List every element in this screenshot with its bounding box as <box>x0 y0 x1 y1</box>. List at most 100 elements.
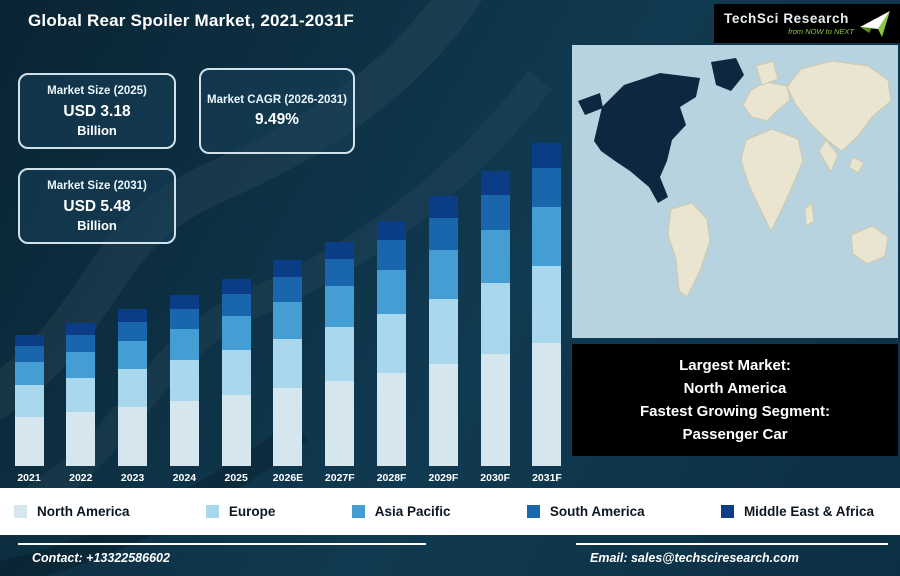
bar-column-2030f: 2030F <box>478 171 512 484</box>
bar-segment-south-america <box>169 308 199 330</box>
bar-segment-asia-pacific <box>325 286 355 328</box>
world-map-graphic <box>572 45 898 338</box>
bar-segment-europe <box>480 283 510 354</box>
bar-segment-europe <box>377 314 407 373</box>
bar-segment-middle-east-africa <box>221 279 251 294</box>
legend-label: Middle East & Africa <box>743 504 874 519</box>
card-market-size-2025: Market Size (2025) USD 3.18 Billion <box>18 73 176 149</box>
bar-segment-south-america <box>14 345 44 362</box>
bar-column-2023: 2023 <box>116 309 150 484</box>
logo-text: TechSci Research from NOW to NEXT <box>724 11 854 36</box>
legend-swatch <box>14 505 27 518</box>
bar-stack <box>428 196 458 466</box>
bar-column-2028f: 2028F <box>375 220 409 484</box>
bar-column-2021: 2021 <box>12 335 46 484</box>
bar-segment-asia-pacific <box>66 351 96 378</box>
bar-segment-europe <box>14 385 44 417</box>
map-region-africa <box>740 128 804 233</box>
page-title: Global Rear Spoiler Market, 2021-2031F <box>28 11 355 30</box>
footer: Contact: +13322586602 Email: sales@techs… <box>0 535 900 576</box>
card-unit: Billion <box>77 217 117 233</box>
bar-segment-europe <box>532 265 562 344</box>
bar-segment-middle-east-africa <box>428 196 458 219</box>
card-value: USD 5.48 <box>63 197 131 215</box>
bar-segment-south-america <box>428 218 458 251</box>
bar-stack <box>118 309 148 466</box>
bar-segment-asia-pacific <box>377 269 407 315</box>
card-market-size-2031: Market Size (2031) USD 5.48 Billion <box>18 168 176 244</box>
bar-segment-middle-east-africa <box>325 241 355 260</box>
bar-stack <box>532 142 562 466</box>
bar-segment-asia-pacific <box>273 301 303 339</box>
bar-segment-asia-pacific <box>169 329 199 360</box>
bar-segment-south-america <box>325 259 355 287</box>
bar-stack <box>377 220 407 466</box>
bar-column-2025: 2025 <box>219 279 253 484</box>
bar-segment-north-america <box>428 363 458 466</box>
bar-segment-middle-east-africa <box>273 260 303 277</box>
card-title: Market Size (2025) <box>47 85 147 98</box>
category-label: 2024 <box>172 472 197 484</box>
category-label: 2021 <box>17 472 41 484</box>
legend-item-europe: Europe <box>205 504 275 519</box>
card-unit: Billion <box>77 122 117 138</box>
legend-swatch <box>720 505 734 518</box>
legend-item-middle-east-africa: Middle East & Africa <box>720 504 874 519</box>
legend-item-asia-pacific: Asia Pacific <box>351 504 451 519</box>
bar-segment-asia-pacific <box>532 207 562 266</box>
category-label: 2027F <box>324 472 355 484</box>
bar-segment-europe <box>66 377 96 412</box>
card-title: Market Size (2031) <box>47 180 147 193</box>
bar-segment-north-america <box>169 401 199 466</box>
legend-label: South America <box>549 504 645 519</box>
bar-stack <box>221 279 251 466</box>
market-callout: Largest Market: North America Fastest Gr… <box>572 344 898 456</box>
techsci-logo: TechSci Research from NOW to NEXT <box>714 4 900 43</box>
bar-segment-asia-pacific <box>428 250 458 299</box>
bar-segment-middle-east-africa <box>377 220 407 241</box>
bar-segment-asia-pacific <box>14 361 44 386</box>
bar-chart: 2021 2022 2023 2024 2025 2026E 2027F 2028F 2029F… <box>12 108 564 484</box>
bar-segment-north-america <box>480 354 510 466</box>
bar-segment-asia-pacific <box>480 230 510 284</box>
bar-segment-north-america <box>221 394 251 466</box>
category-label: 2023 <box>120 472 145 484</box>
bar-column-2026e: 2026E <box>271 260 305 484</box>
bar-stack <box>325 241 355 466</box>
bar-segment-south-america <box>118 321 148 341</box>
logo-tagline: from NOW to NEXT <box>788 27 854 36</box>
bar-segment-europe <box>325 327 355 381</box>
map-region-australia <box>850 225 889 265</box>
bar-segment-north-america <box>14 416 44 466</box>
bar-segment-middle-east-africa <box>480 171 510 195</box>
bar-segment-south-america <box>273 276 303 302</box>
bar-segment-asia-pacific <box>221 316 251 350</box>
legend-item-south-america: South America <box>526 504 645 519</box>
footer-email: Email: sales@techsciresearch.com <box>576 543 888 565</box>
bar-stack <box>14 335 44 466</box>
bar-segment-north-america <box>273 388 303 466</box>
bar-segment-middle-east-africa <box>169 295 199 309</box>
bar-segment-asia-pacific <box>118 340 148 369</box>
card-title: Market CAGR (2026-2031) <box>207 93 347 106</box>
paper-plane-icon <box>860 10 890 37</box>
bar-segment-north-america <box>532 343 562 466</box>
legend-swatch <box>526 505 540 518</box>
world-map <box>572 45 898 338</box>
chart-legend: North America Europe Asia Pacific South Ame… <box>0 488 900 535</box>
bar-segment-north-america <box>325 380 355 466</box>
bar-segment-north-america <box>377 372 407 466</box>
category-label: 2025 <box>224 472 248 484</box>
bar-segment-north-america <box>118 406 148 466</box>
bar-segment-south-america <box>66 334 96 352</box>
bar-column-2029f: 2029F <box>426 196 460 484</box>
bar-column-2031f: 2031F <box>530 142 564 484</box>
bar-segment-europe <box>118 368 148 407</box>
legend-label: North America <box>37 504 130 519</box>
category-label: 2030F <box>480 472 511 484</box>
bar-column-2024: 2024 <box>167 295 201 484</box>
legend-label: Asia Pacific <box>374 504 451 519</box>
category-label: 2026E <box>272 472 304 484</box>
legend-item-north-america: North America <box>14 504 130 519</box>
map-region-asia <box>786 60 892 152</box>
